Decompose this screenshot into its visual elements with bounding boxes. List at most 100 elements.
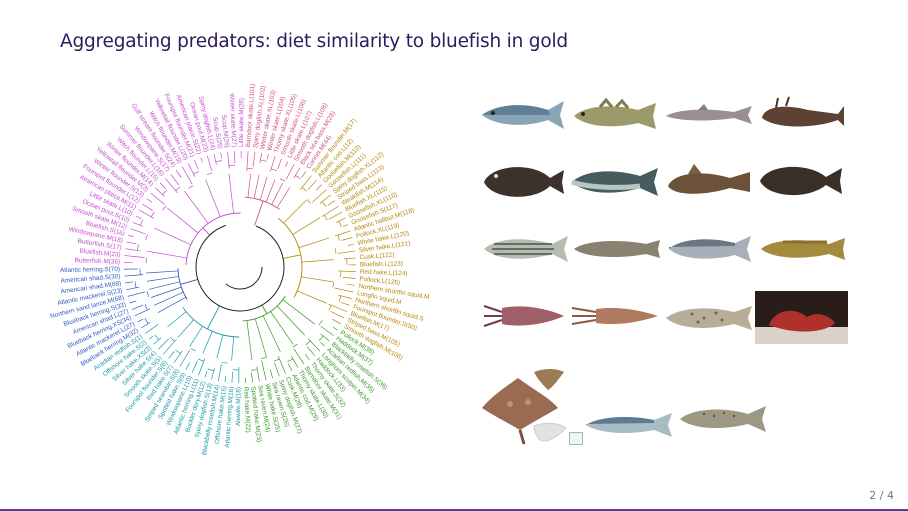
dendrogram-subclade-arc (332, 281, 335, 288)
dendrogram-inner-branch (276, 187, 291, 208)
dendrogram-leaf-branch (287, 363, 293, 371)
dendrogram-subclade-arc (323, 214, 328, 221)
dendrogram-cluster-stem (180, 278, 198, 285)
dendrogram-cluster-stem (254, 200, 264, 226)
dendrogram-leaf-branch (144, 324, 159, 334)
dendrogram-subclade-arc (154, 334, 160, 340)
dendrogram-leaf-branch (304, 354, 310, 361)
red-hake-icon (761, 238, 845, 260)
dendrogram-subclade-arc (321, 201, 327, 207)
dendrogram-leaf-branch (285, 161, 289, 167)
dendrogram-leaf-label: American shad.S(30) (60, 273, 120, 285)
dendrogram-leaf-branch (336, 217, 346, 223)
dendrogram-subclade-arc (261, 356, 267, 359)
dendrogram-subclade-arc (162, 205, 167, 211)
dendrogram-subclade-arc (279, 178, 286, 182)
dendrogram-inner-branch (157, 296, 187, 314)
dendrogram-inner-branch (153, 291, 184, 306)
dendrogram-leaf-branch (231, 371, 234, 383)
dendrogram-leaf-branch (340, 302, 350, 306)
dendrogram-root-arc (195, 224, 285, 312)
flounder-icon (484, 167, 564, 197)
dendrogram-subclade-arc (170, 337, 175, 342)
silver-hake-icon (669, 236, 751, 262)
dendrogram-leaf-branch (220, 152, 223, 159)
dendrogram-leaf-branch (200, 157, 203, 163)
dendrogram-leaf-branch (259, 152, 263, 163)
dendrogram-inner-branch (246, 320, 253, 361)
dendrogram-leaf-label: Cusk.L(122) (359, 252, 394, 262)
dendrogram-leaf-branch (333, 326, 338, 331)
dendrogram-leaf-branch (194, 160, 199, 170)
dendrogram-leaf-branch (181, 166, 193, 185)
dendrogram-leaf-label: Bluefish.M(23) (79, 248, 121, 259)
dendrogram-subclade-arc (150, 211, 155, 217)
dendrogram-leaf-branch (211, 367, 215, 380)
shortfin-squid-icon (571, 307, 658, 325)
dendrogram-inner-branch (262, 315, 281, 353)
weakfish-icon (680, 406, 766, 432)
dendrogram-leaf-branch (131, 304, 144, 310)
dendrogram-leaf-label: Pollock.L(125) (359, 276, 400, 287)
dendrogram-cluster-stem (202, 227, 211, 236)
dendrogram-leaf-branch (132, 221, 144, 227)
dendrogram-subclade-arc (287, 358, 294, 363)
dendrogram-subclade-arc (260, 159, 267, 162)
dendrogram-leaf-branch (142, 203, 153, 211)
dendrogram-subclade-arc (140, 219, 144, 226)
dendrogram-subclade-arc (190, 347, 196, 352)
dendrogram-subclade-arc (246, 167, 253, 170)
dendrogram-inner-branch (253, 174, 260, 199)
dendrogram-leaf-label: Red hake.M(22) (242, 387, 251, 433)
skate-ray-icon (482, 378, 558, 445)
dendrogram-inner-branch (228, 173, 234, 214)
dendrogram-leaf-branch (306, 346, 316, 356)
slide-title: Aggregating predators: diet similarity t… (60, 31, 568, 52)
dendrogram-leaf-branch (261, 360, 267, 381)
broken-image-icon (569, 432, 583, 445)
dendrogram-subclade-arc (273, 358, 280, 362)
dendrogram-leaf-branch (293, 167, 301, 179)
dendrogram-inner-branch (301, 259, 334, 263)
dendrogram-cluster-arc (277, 217, 303, 298)
dendrogram-subclade-arc (136, 244, 139, 251)
dendrogram-leaf-branch (130, 228, 146, 235)
dendrogram-leaf-branch (179, 349, 191, 367)
dendrogram-leaf-branch (347, 243, 354, 246)
pollock-fish-icon (571, 168, 658, 196)
dendrogram-leaf-branch (168, 351, 175, 359)
spotted-hake-icon (666, 306, 752, 330)
dendrogram-inner-branch (297, 290, 327, 304)
dendrogram-subclade-arc (198, 358, 204, 362)
dendrogram-subclade-arc (144, 304, 148, 311)
circular-dendrogram: Barndoor skate.L(101)Spiny dogfish.XL(10… (50, 84, 430, 456)
dendrogram-leaf-branch (327, 200, 336, 206)
dendrogram-subclade-arc (338, 221, 342, 228)
dendrogram-subclade-arc (144, 317, 149, 324)
dendrogram-leaf-branch (321, 205, 339, 217)
dendrogram-leaf-branch (155, 187, 165, 197)
dendrogram-inner-branch (276, 305, 306, 336)
dendrogram-leaf-branch (320, 325, 334, 336)
goosefish-icon (762, 96, 844, 127)
dendrogram-subclade-arc (318, 319, 323, 326)
dendrogram-leaf-branch (135, 215, 142, 219)
dendrogram-leaf-branch (217, 364, 222, 382)
longfin-squid-icon (483, 305, 564, 327)
dendrogram-leaf-branch (338, 294, 352, 300)
dendrogram-inner-branch (202, 331, 213, 354)
dendrogram-inner-branch (148, 281, 180, 290)
dendrogram-leaf-branch (213, 153, 217, 165)
dendrogram-leaf-branch (266, 154, 269, 160)
dendrogram-leaf-branch (293, 348, 305, 365)
dendrogram-leaf-branch (185, 362, 190, 370)
bluefish-fish-icon (482, 101, 564, 129)
dendrogram-leaf-branch (332, 318, 342, 325)
dendrogram-subclade-arc (146, 291, 150, 297)
dendrogram-leaf-branch (134, 308, 151, 317)
dendrogram-leaf-label: Alewife.M(18) (235, 387, 242, 426)
dendrogram-inner-branch (216, 334, 224, 359)
striped-bass-icon (484, 236, 568, 262)
dendrogram-leaf-branch (158, 338, 170, 350)
dendrogram-subclade-arc (206, 172, 213, 176)
